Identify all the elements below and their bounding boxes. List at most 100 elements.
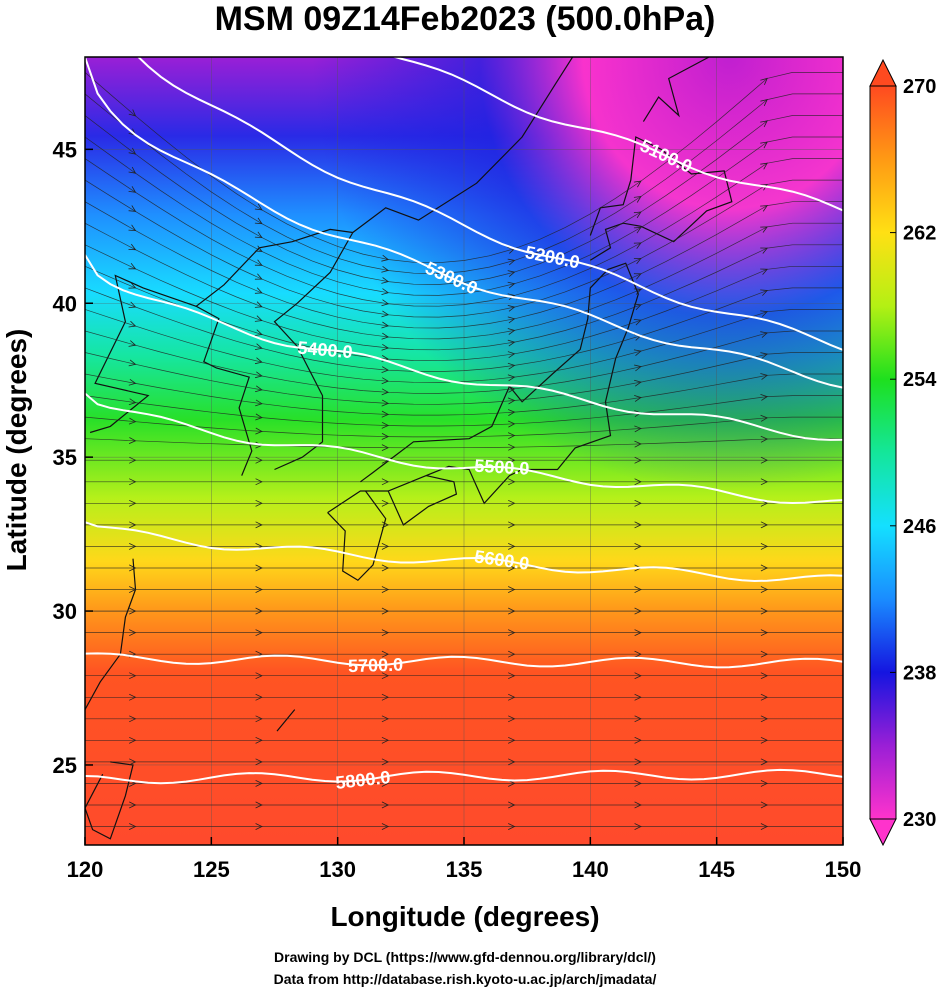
colorbar-tick-label: 262 (903, 223, 936, 245)
wind-arrowhead (633, 211, 642, 219)
wind-arrowhead (128, 359, 137, 367)
wind-arrowhead (633, 379, 642, 387)
wind-arrowhead (255, 823, 263, 830)
contour-label: 5500.0 (474, 456, 530, 479)
wind-streamline (85, 330, 843, 394)
y-tick-label: 30 (53, 599, 77, 624)
wind-arrowhead (381, 693, 390, 701)
wind-arrowhead (254, 329, 263, 336)
wind-streamline (85, 72, 843, 264)
wind-arrowhead (381, 332, 390, 340)
wind-arrowhead (507, 397, 516, 405)
wind-arrowhead (633, 288, 642, 295)
wind-arrowhead (507, 305, 516, 312)
wind-arrowhead (508, 629, 516, 637)
y-tick-label: 45 (53, 137, 77, 162)
colorbar-tick-label: 254 (903, 369, 937, 391)
wind-streamline (85, 352, 843, 405)
coastline (89, 274, 197, 434)
wind-arrowhead (381, 715, 390, 723)
wind-arrowhead (508, 693, 516, 701)
wind-arrowhead (634, 586, 642, 593)
wind-arrowhead (129, 521, 137, 529)
wind-arrowhead (508, 478, 516, 486)
wind-arrowhead (634, 693, 642, 701)
wind-arrowhead (633, 242, 642, 249)
wind-arrowhead (634, 715, 642, 723)
contour-line (85, 768, 843, 785)
wind-arrowhead (508, 715, 516, 723)
wind-arrowhead (760, 394, 769, 401)
wind-arrowhead (634, 364, 642, 372)
wind-arrowhead (634, 521, 642, 529)
wind-arrowhead (128, 263, 137, 270)
wind-arrowhead (129, 456, 137, 464)
y-axis-ticks: 25 30 35 40 45 (53, 137, 93, 778)
coastline (589, 136, 733, 261)
wind-arrowhead (381, 629, 390, 637)
wind-arrowhead (381, 801, 390, 809)
wind-arrowhead (760, 629, 769, 637)
wind-arrowhead (633, 258, 642, 265)
footer-credit-drawing: Drawing by DCL (https://www.gfd-dennou.o… (274, 949, 656, 965)
wind-arrowhead (507, 351, 516, 359)
wind-arrowhead (760, 521, 769, 529)
wind-arrowhead (128, 243, 137, 251)
wind-arrowhead (508, 736, 516, 744)
wind-streamline (85, 115, 843, 285)
wind-arrowhead (128, 224, 137, 232)
y-tick-label: 25 (53, 753, 77, 778)
wind-arrowhead (633, 180, 642, 188)
colorbar-min-extension (869, 818, 897, 847)
wind-arrowhead (129, 823, 137, 830)
wind-arrowhead (508, 650, 516, 658)
wind-arrowhead (508, 823, 516, 830)
wind-arrowhead (507, 293, 516, 301)
wind-streamline (85, 395, 843, 427)
wind-arrowhead (634, 801, 642, 809)
wind-arrowhead (255, 521, 263, 529)
contour-line (85, 254, 843, 441)
wind-arrowhead (507, 270, 516, 277)
wind-arrowhead (508, 672, 516, 680)
wind-arrowhead (508, 801, 516, 809)
colorbar-bar (869, 85, 897, 820)
wind-arrowhead (760, 456, 769, 464)
wind-arrowhead (633, 303, 642, 311)
wind-arrowhead (633, 195, 642, 203)
wind-arrowhead (508, 521, 516, 529)
wind-arrowhead (129, 607, 137, 615)
wind-arrowhead (254, 315, 263, 322)
wind-arrowhead (255, 801, 263, 809)
height-contours: 5100.05200.05300.05400.05500.05600.05700… (85, 57, 843, 793)
y-tick-label: 40 (53, 291, 77, 316)
wind-arrowhead (634, 758, 642, 766)
wind-arrowhead (381, 672, 390, 680)
wind-arrowhead (255, 399, 263, 407)
wind-arrowhead (760, 120, 768, 128)
wind-arrowhead (507, 420, 516, 428)
y-tick-label: 35 (53, 445, 77, 470)
wind-arrowhead (255, 672, 263, 680)
wind-arrowhead (129, 801, 137, 809)
wind-arrowhead (760, 823, 769, 830)
wind-streamlines (85, 72, 843, 830)
wind-arrowhead (633, 227, 642, 234)
wind-streamline (85, 416, 843, 438)
wind-streamline (85, 438, 843, 449)
wind-arrowhead (760, 715, 769, 723)
wind-streamline (85, 179, 843, 318)
contour-line (136, 57, 843, 351)
coastline (85, 558, 137, 710)
wind-arrowhead (381, 780, 390, 787)
wind-arrowhead (381, 499, 390, 507)
wind-arrowhead (255, 413, 263, 421)
wind-arrowhead (507, 258, 516, 266)
wind-arrowhead (381, 433, 390, 440)
wind-arrowhead (381, 521, 390, 529)
contour-line (391, 57, 843, 212)
wind-arrowhead (128, 340, 137, 347)
wind-arrowhead (129, 758, 137, 766)
wind-arrowhead (254, 217, 263, 225)
x-tick-label: 150 (825, 857, 862, 882)
